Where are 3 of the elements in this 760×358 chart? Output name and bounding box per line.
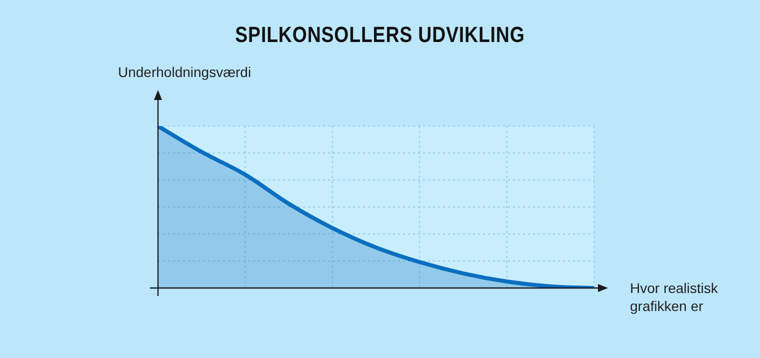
x-axis-title: Hvor realistisk grafikken er	[630, 279, 719, 315]
y-axis-title: Underholdningsværdi	[118, 64, 252, 80]
chart-title: SPILKONSOLLERS UDVIKLING	[234, 22, 526, 48]
